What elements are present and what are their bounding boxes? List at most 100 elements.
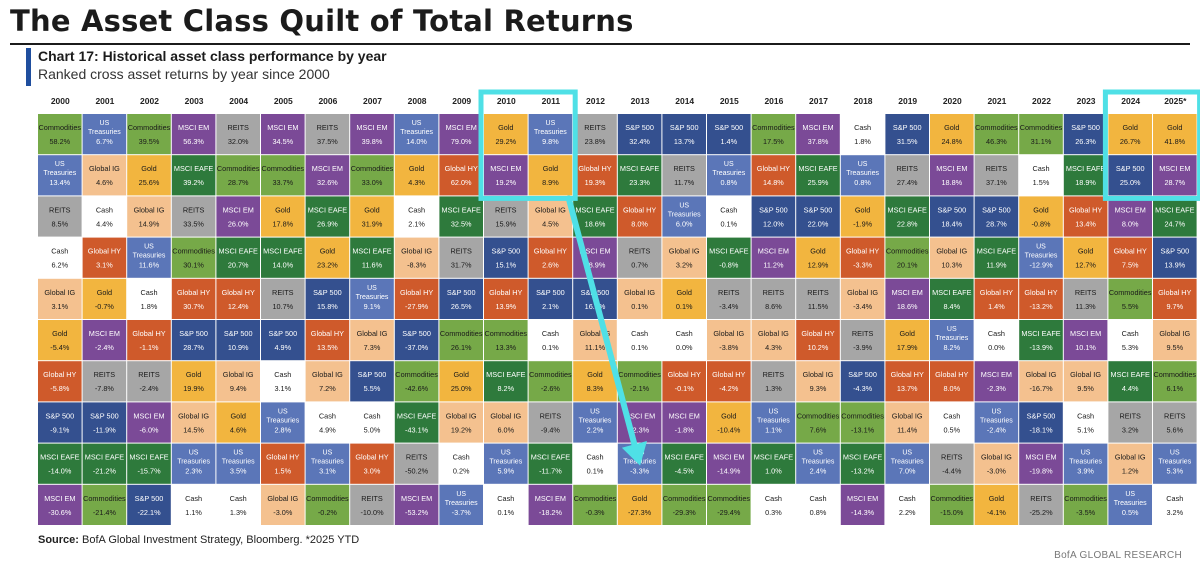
- cell-return-value: 32.5%: [451, 219, 472, 228]
- cell-fill: [1108, 320, 1152, 361]
- cell-return-value: -37.0%: [405, 343, 429, 352]
- cell-return-value: 3.2%: [1122, 425, 1139, 434]
- quilt-cell-2003-rank-5: Global HY 30.7%: [171, 278, 216, 319]
- cell-fill: [930, 484, 974, 525]
- cell-return-value: -15.7%: [137, 467, 161, 476]
- cell-fill: [796, 361, 840, 402]
- cell-asset-label: MSCI EAFE: [932, 288, 971, 297]
- cell-asset-label: S&P 500: [402, 329, 431, 338]
- year-header-2017: 2017: [809, 96, 828, 106]
- cell-return-value: 8.5%: [51, 219, 68, 228]
- cell-asset-label: Cash: [676, 329, 693, 338]
- cell-return-value: 39.5%: [139, 137, 160, 146]
- cell-fill: [1019, 443, 1063, 484]
- quilt-cell-2020-rank-7: Global HY 8.0%: [930, 361, 974, 402]
- cell-fill: [1153, 114, 1197, 155]
- cell-return-value: 14.5%: [183, 425, 204, 434]
- cell-asset-label: MSCI EAFE: [798, 164, 837, 173]
- cell-return-value: -0.7%: [95, 302, 115, 311]
- cell-return-value: 19.9%: [183, 384, 204, 393]
- cell-return-value: -3.9%: [853, 343, 873, 352]
- quilt-cell-2021-rank-1: Commodities 46.3%: [974, 114, 1019, 155]
- cell-asset-label: Global IG: [1070, 370, 1101, 379]
- cell-return-value: 19.3%: [585, 178, 606, 187]
- cell-return-value: 3.9%: [1077, 467, 1094, 476]
- cell-asset-label: S&P 500: [848, 370, 877, 379]
- quilt-cell-2006-rank-3: MSCI EAFE 26.9%: [305, 196, 350, 237]
- cell-fill: [662, 361, 706, 402]
- cell-fill: [394, 443, 439, 484]
- cell-return-value: -14.3%: [851, 508, 875, 517]
- cell-return-value: -3.4%: [853, 302, 873, 311]
- quilt-cell-2021-rank-6: Cash 0.0%: [974, 320, 1019, 361]
- cell-return-value: 13.5%: [317, 343, 338, 352]
- cell-asset-label: Gold: [320, 247, 335, 256]
- cell-fill: [82, 402, 127, 443]
- year-header-2014: 2014: [675, 96, 694, 106]
- quilt-cell-2001-rank-7: REITS -7.8%: [82, 361, 127, 402]
- cell-fill: [1063, 278, 1108, 319]
- cell-fill: [216, 114, 260, 155]
- cell-return-value: 15.9%: [495, 219, 516, 228]
- cell-asset-label: Global HY: [177, 288, 210, 297]
- cell-asset-label: Global IG: [89, 164, 120, 173]
- quilt-cell-2002-rank-2: Gold 25.6%: [127, 155, 171, 196]
- cell-asset-label: Global HY: [445, 164, 478, 173]
- cell-asset-label: Commodities: [708, 494, 751, 503]
- cell-asset-label: Global IG: [178, 411, 209, 420]
- cell-fill: [840, 155, 885, 196]
- quilt-cell-2009-rank-1: MSCI EM 79.0%: [439, 114, 483, 155]
- cell-fill: [751, 155, 796, 196]
- cell-fill: [528, 361, 573, 402]
- cell-fill: [930, 237, 974, 278]
- cell-fill: [751, 443, 796, 484]
- cell-fill: [974, 237, 1019, 278]
- cell-asset-label: Treasuries: [712, 170, 745, 177]
- quilt-cell-2020-rank-1: Gold 24.8%: [930, 114, 974, 155]
- chart-subtitle: Ranked cross asset returns by year since…: [38, 66, 330, 82]
- cell-asset-label: Cash: [319, 411, 336, 420]
- cell-return-value: 12.7%: [1075, 261, 1096, 270]
- cell-asset-label: Gold: [97, 288, 112, 297]
- quilt-cell-2019-rank-6: Gold 17.9%: [885, 320, 929, 361]
- cell-asset-label: MSCI EM: [312, 164, 343, 173]
- cell-asset-label: MSCI EM: [624, 411, 655, 420]
- year-header-2009: 2009: [452, 96, 471, 106]
- cell-asset-label: Commodities: [1020, 123, 1063, 132]
- brand-label: BofA GLOBAL RESEARCH: [1054, 550, 1182, 561]
- cell-asset-label: Gold: [409, 164, 424, 173]
- quilt-cell-2022-rank-5: Global HY -13.2%: [1019, 278, 1063, 319]
- cell-fill: [350, 196, 394, 237]
- cell-asset-label: Gold: [1033, 205, 1048, 214]
- cell-return-value: 33.5%: [183, 219, 204, 228]
- cell-asset-label: Gold: [141, 164, 156, 173]
- cell-asset-label: MSCI EM: [133, 411, 164, 420]
- cell-asset-label: Cash: [586, 453, 603, 462]
- cell-asset-label: Cash: [408, 205, 425, 214]
- cell-return-value: -2.4%: [139, 384, 159, 393]
- cell-asset-label: Treasuries: [980, 417, 1013, 424]
- quilt-cell-2021-rank-7: MSCI EM -2.3%: [974, 361, 1019, 402]
- cell-return-value: 37.8%: [808, 137, 829, 146]
- cell-fill: [528, 237, 573, 278]
- cell-fill: [751, 196, 796, 237]
- quilt-cell-2023-rank-1: S&P 500 26.3%: [1063, 114, 1108, 155]
- cell-fill: [439, 484, 483, 525]
- cell-asset-label: MSCI EM: [1115, 205, 1146, 214]
- quilt-cell-2003-rank-7: Gold 19.9%: [171, 361, 216, 402]
- cell-asset-label: S&P 500: [804, 205, 833, 214]
- cell-asset-label: Global IG: [490, 411, 521, 420]
- cell-return-value: 31.1%: [1031, 137, 1052, 146]
- chart-title: Chart 17: Historical asset class perform…: [38, 48, 387, 64]
- cell-return-value: -19.8%: [1029, 467, 1053, 476]
- cell-fill: [82, 237, 127, 278]
- cell-return-value: 1.0%: [765, 467, 782, 476]
- cell-asset-label: Global HY: [43, 370, 76, 379]
- cell-return-value: 18.6%: [585, 219, 606, 228]
- cell-asset-label: Treasuries: [311, 459, 344, 466]
- cell-asset-label: Gold: [989, 494, 1004, 503]
- cell-return-value: -0.8%: [1031, 219, 1051, 228]
- cell-return-value: 23.3%: [629, 178, 650, 187]
- cell-fill: [885, 114, 929, 155]
- quilt-cell-2011-rank-4: Global HY 2.6%: [528, 237, 573, 278]
